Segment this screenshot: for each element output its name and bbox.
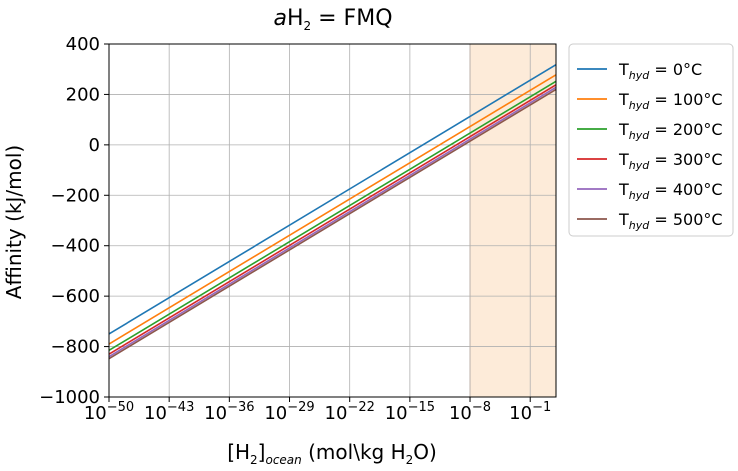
legend-label-0: Thyd = 0°C — [618, 60, 702, 82]
series-line-0 — [108, 63, 557, 335]
legend-label-3: Thyd = 300°C — [618, 150, 723, 172]
y-tick-label-4: −200 — [51, 185, 100, 206]
legend-label-4: Thyd = 400°C — [618, 180, 723, 202]
x-tick-label-7: 10−1 — [509, 400, 551, 424]
series-line-5 — [108, 88, 557, 360]
y-tick-label-6: 200 — [66, 84, 100, 105]
x-tick-label-6: 10−8 — [449, 400, 491, 424]
series-line-1 — [108, 74, 557, 345]
legend-box — [568, 43, 734, 237]
legend-label-2: Thyd = 200°C — [618, 120, 723, 142]
x-tick-label-3: 10−29 — [264, 400, 314, 424]
y-tick-label-3: −400 — [51, 236, 100, 257]
legend-label-1: Thyd = 100°C — [618, 90, 723, 112]
series-line-2 — [108, 80, 557, 352]
plot-area: 10−50 10−43 10−36 10−29 10−22 10−15 10−8 10−1 −1… — [39, 34, 557, 424]
y-axis-label: Affinity (kJ/mol) — [2, 145, 26, 299]
y-tick-label-7: 400 — [66, 34, 100, 55]
x-tick-label-4: 10−22 — [325, 400, 375, 424]
x-tick-label-0: 10−50 — [84, 400, 134, 424]
series-line-3 — [108, 84, 557, 355]
legend: Thyd = 0°C Thyd = 100°C Thyd = 200°C Thyd =… — [568, 43, 734, 237]
x-tick-label-5: 10−15 — [385, 400, 435, 424]
y-tick-label-2: −600 — [51, 286, 100, 307]
y-tick-label-1: −800 — [51, 337, 100, 358]
series-line-4 — [108, 86, 557, 358]
legend-label-5: Thyd = 500°C — [618, 210, 723, 232]
chart-title: aH2 = FMQ — [273, 6, 392, 33]
y-tick-label-0: −1000 — [39, 387, 100, 408]
x-axis-label: [H2]ocean (mol\kg H2O) — [227, 440, 437, 467]
x-tick-label-1: 10−43 — [144, 400, 194, 424]
x-tick-label-2: 10−36 — [204, 400, 254, 424]
plot-frame — [108, 43, 557, 398]
y-tick-label-5: 0 — [89, 135, 100, 156]
shaded-region — [469, 43, 557, 398]
